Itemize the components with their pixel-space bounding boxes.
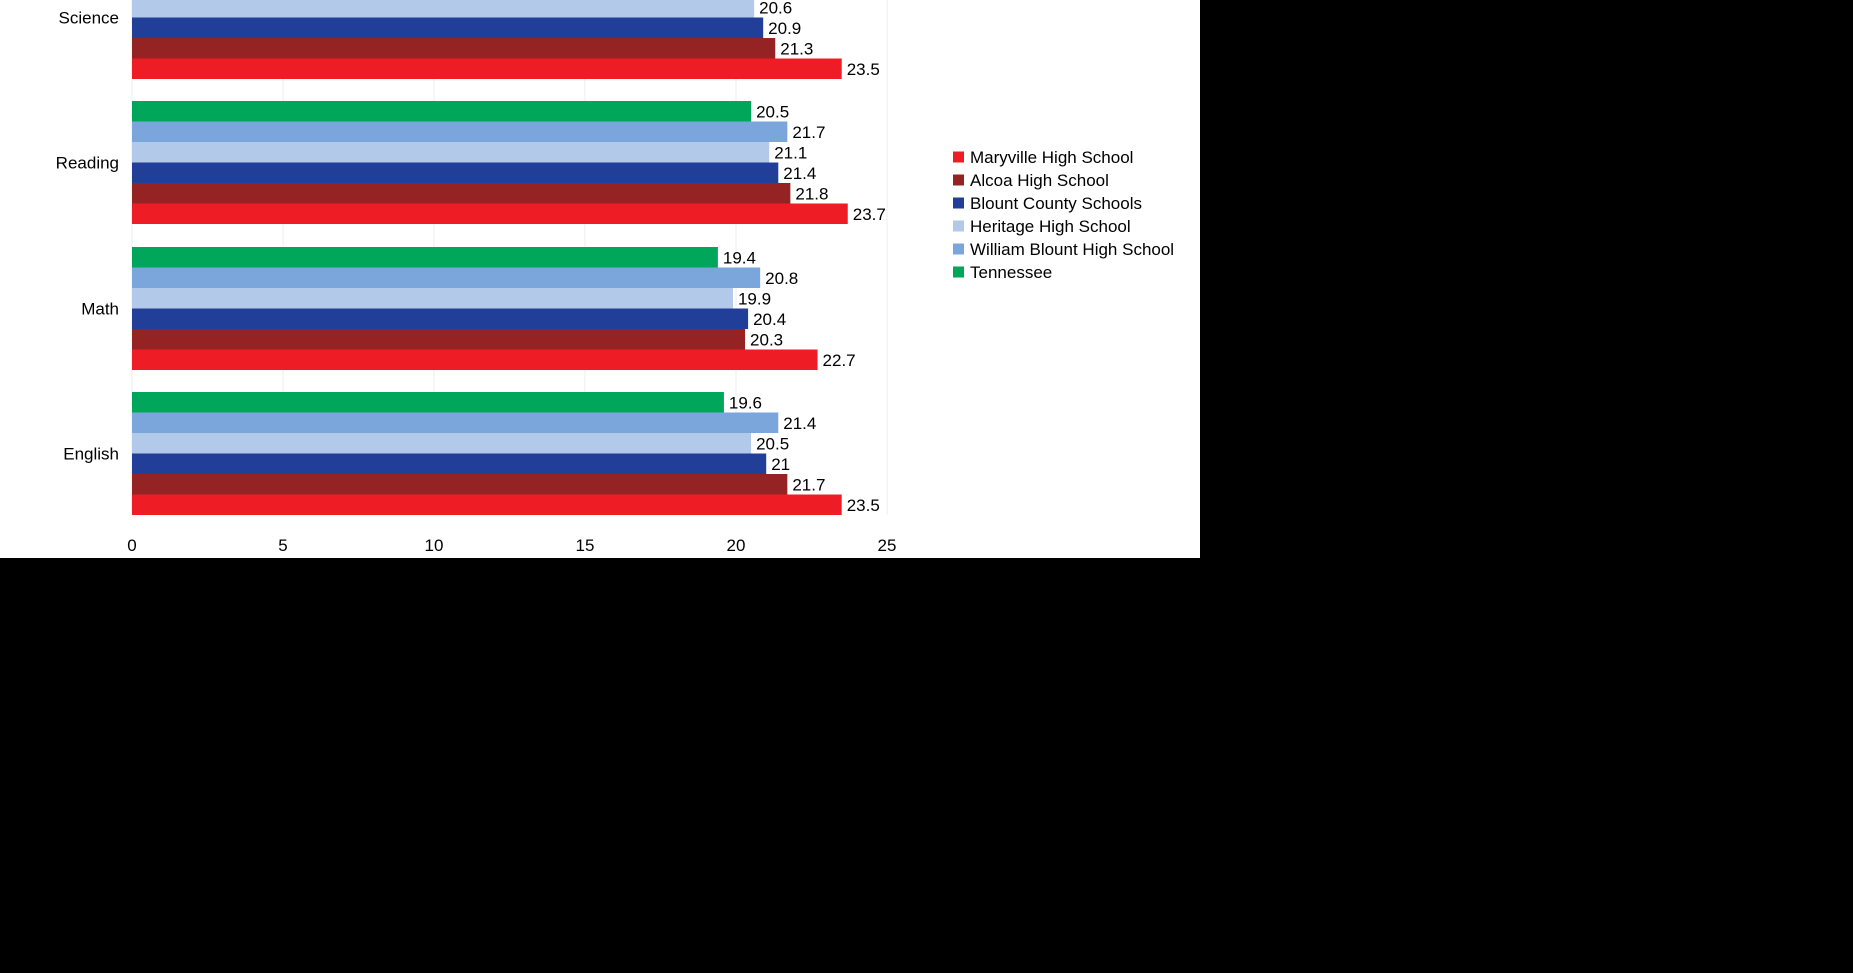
bar-science-maryville-high-school [132,58,842,79]
bar-math-maryville-high-school [132,349,818,370]
bars [132,0,848,515]
bar-science-blount-county-schools [132,17,764,38]
data-label-science-2: 20.9 [768,19,801,38]
bar-reading-maryville-high-school [132,203,848,224]
bar-english-tennessee [132,392,724,413]
legend-label-william-blount-high-school: William Blount High School [970,240,1174,259]
bar-reading-blount-county-schools [132,162,779,183]
value-axis: 0 5 10 15 20 25 [127,536,896,555]
data-label-math-1: 20.3 [750,330,783,349]
bar-chart: 23.521.320.920.623.721.821.421.121.720.5… [56,0,1174,555]
x-tick-5: 5 [278,536,287,555]
legend-label-maryville-high-school: Maryville High School [970,148,1133,167]
x-tick-10: 10 [425,536,444,555]
category-label-science: Science [59,9,119,28]
data-label-math-4: 20.8 [765,269,798,288]
x-tick-0: 0 [127,536,136,555]
bar-math-heritage-high-school [132,288,733,309]
data-label-reading-1: 21.8 [795,184,828,203]
data-label-reading-5: 20.5 [756,102,789,121]
legend-label-heritage-high-school: Heritage High School [970,217,1131,236]
bar-math-william-blount-high-school [132,267,761,288]
data-label-reading-4: 21.7 [792,123,825,142]
data-label-math-2: 20.4 [753,310,786,329]
bar-math-blount-county-schools [132,308,749,329]
bar-math-tennessee [132,247,718,268]
x-tick-15: 15 [576,536,595,555]
bar-math-alcoa-high-school [132,329,746,350]
data-label-english-2: 21 [771,455,790,474]
data-label-reading-3: 21.1 [774,143,807,162]
data-labels: 23.521.320.920.623.721.821.421.121.720.5… [723,0,886,515]
legend-label-blount-county-schools: Blount County Schools [970,194,1142,213]
category-axis: Science Reading Math English [56,9,119,464]
data-label-reading-0: 23.7 [853,205,886,224]
legend-swatch-tennessee [953,266,964,278]
category-label-english: English [63,445,119,464]
legend-swatch-maryville-high-school [953,151,964,163]
bar-reading-tennessee [132,101,752,122]
data-label-math-0: 22.7 [823,351,856,370]
data-label-science-1: 21.3 [780,39,813,58]
legend-swatch-william-blount-high-school [953,243,964,255]
bar-reading-alcoa-high-school [132,183,791,204]
data-label-math-5: 19.4 [723,248,756,267]
bar-english-alcoa-high-school [132,474,788,495]
bar-english-maryville-high-school [132,494,842,515]
legend-swatch-alcoa-high-school [953,174,964,186]
chart-panel: 23.5 21.3 20.9 20.6 23.7 21.8 21.4 21.1 21.7 20.5… [0,0,1200,558]
data-label-english-3: 20.5 [756,434,789,453]
data-label-science-3: 20.6 [759,0,792,17]
data-label-english-0: 23.5 [847,496,880,515]
legend-label-tennessee: Tennessee [970,263,1052,282]
data-label-science-0: 23.5 [847,60,880,79]
legend-label-alcoa-high-school: Alcoa High School [970,171,1109,190]
x-tick-20: 20 [727,536,746,555]
data-label-english-5: 19.6 [729,393,762,412]
bar-reading-heritage-high-school [132,142,770,163]
legend: Maryville High School Alcoa High School Bl… [953,148,1174,282]
data-label-english-4: 21.4 [783,414,816,433]
bar-science-alcoa-high-school [132,38,776,59]
legend-swatch-blount-county-schools [953,197,964,209]
data-label-reading-2: 21.4 [783,164,816,183]
data-label-math-3: 19.9 [738,289,771,308]
category-label-reading: Reading [56,154,119,173]
bar-english-blount-county-schools [132,453,767,474]
bar-science-heritage-high-school [132,0,755,18]
legend-swatch-heritage-high-school [953,220,964,232]
category-label-math: Math [81,300,119,319]
x-tick-25: 25 [878,536,897,555]
data-label-english-1: 21.7 [792,475,825,494]
bar-reading-william-blount-high-school [132,121,788,142]
bar-english-heritage-high-school [132,433,752,454]
bar-english-william-blount-high-school [132,412,779,433]
